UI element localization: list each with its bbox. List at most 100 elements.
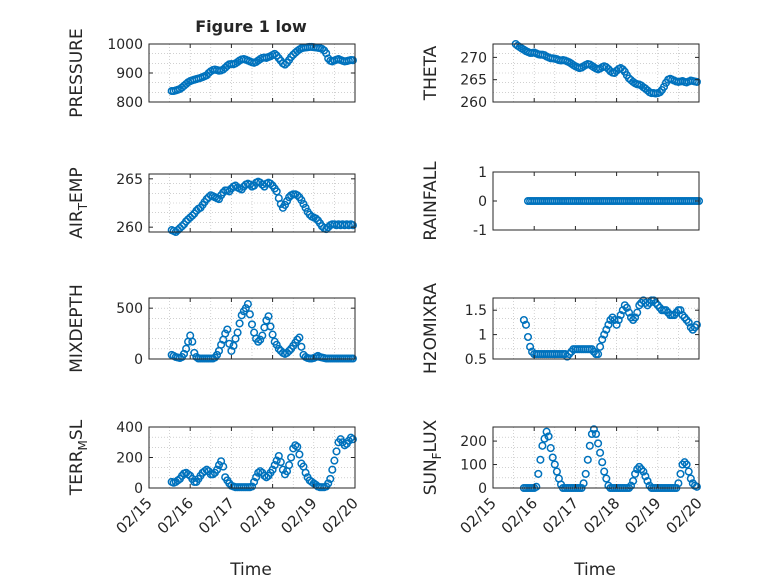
series-markers	[167, 42, 357, 96]
data-point	[348, 435, 357, 444]
data-point	[233, 328, 242, 337]
data-point	[212, 465, 222, 474]
series-markers	[511, 39, 701, 98]
data-point	[297, 196, 306, 205]
axis-label-part: EMP	[67, 167, 87, 203]
y-tick-label: 0	[478, 194, 487, 210]
y-tick-label: 200	[116, 451, 143, 467]
data-point	[596, 448, 605, 457]
data-point	[616, 311, 625, 320]
data-point	[579, 479, 588, 488]
data-point	[684, 467, 693, 476]
data-point	[348, 221, 357, 230]
axis-label-subscript: T	[76, 202, 90, 211]
data-point	[602, 325, 611, 334]
grid-lines	[149, 427, 355, 488]
axes-background	[493, 172, 699, 230]
axis-label-part: LUX	[421, 419, 441, 452]
y-axis-label-airtemp: AIRTEMP	[67, 167, 90, 238]
data-point	[678, 460, 687, 469]
data-point	[254, 468, 263, 477]
data-point	[692, 77, 701, 86]
data-point	[287, 453, 296, 462]
data-point	[301, 468, 310, 477]
data-point	[285, 461, 294, 470]
x-tick-label: 02/15	[113, 494, 156, 537]
data-point	[229, 341, 238, 350]
data-point	[293, 442, 302, 451]
data-point	[538, 441, 547, 450]
data-point	[536, 455, 545, 464]
data-point	[583, 455, 592, 464]
data-point	[519, 315, 528, 325]
y-tick-label: -1	[473, 223, 487, 239]
data-point	[600, 330, 609, 339]
axes-box	[148, 297, 356, 360]
data-point	[237, 311, 246, 320]
data-point	[295, 450, 304, 459]
y-tick-label: 0	[134, 481, 143, 497]
y-axis-label-pressure: PRESSURE	[67, 28, 87, 117]
data-point	[692, 320, 701, 329]
data-point	[540, 434, 549, 443]
subplot-mixdepth: 0 500 MIXDEPTH	[67, 284, 357, 373]
axes-box	[492, 297, 700, 360]
data-point	[639, 467, 648, 476]
data-point	[287, 52, 296, 62]
y-tick-label: 0	[134, 352, 143, 368]
data-point	[260, 471, 269, 480]
axis-label-subscript: M	[76, 440, 90, 450]
data-point	[262, 316, 271, 325]
data-point	[622, 303, 631, 312]
data-point	[680, 458, 689, 467]
data-point	[596, 342, 605, 351]
data-point	[266, 322, 275, 331]
y-axis-label-h2omixra: H2OMIXRA	[421, 283, 441, 374]
data-point	[534, 469, 543, 478]
data-point	[686, 474, 695, 483]
subplot-rainfall: -1 0 1 RAINFALL	[421, 161, 704, 241]
data-point	[264, 312, 273, 321]
data-point	[202, 465, 211, 474]
y-axis-label-rainfall: RAINFALL	[421, 161, 441, 241]
data-point	[692, 482, 701, 491]
data-point	[631, 313, 640, 322]
subplot-pressure: 800 900 1000 PRESSURE	[67, 28, 357, 118]
data-point	[633, 308, 642, 317]
data-point	[235, 319, 244, 328]
figure-title: Figure 1 low	[195, 17, 307, 36]
data-point	[591, 429, 601, 439]
data-point	[219, 462, 228, 471]
data-point	[346, 433, 355, 442]
y-tick-label: 0.5	[465, 352, 487, 368]
data-point	[256, 335, 265, 344]
data-point	[659, 82, 669, 91]
data-point	[272, 456, 281, 465]
y-tick-label: 265	[460, 73, 487, 89]
series-markers	[523, 196, 704, 206]
y-axis-label-terrmsl: TERRMSL	[67, 419, 90, 496]
x-axis-label-right: Time	[573, 560, 616, 580]
x-tick-label: 02/16	[154, 494, 197, 537]
data-point	[278, 465, 287, 474]
grid-lines	[493, 427, 699, 488]
y-tick-label: 1	[478, 165, 487, 181]
data-point	[332, 447, 341, 456]
data-point	[177, 222, 187, 231]
data-point	[324, 479, 333, 488]
data-point	[274, 344, 283, 353]
data-point	[241, 304, 250, 313]
data-point	[598, 335, 607, 344]
data-point	[280, 60, 290, 69]
y-tick-label: 0	[478, 481, 487, 497]
y-axis-label-sunflux: SUNFLUX	[421, 419, 444, 495]
axes-box	[492, 426, 700, 489]
axis-label-part: SUN	[421, 459, 441, 495]
data-point	[684, 318, 693, 327]
data-point	[643, 476, 652, 486]
data-point	[285, 346, 294, 355]
x-tick-label: 02/20	[319, 494, 362, 537]
data-point	[526, 342, 535, 351]
